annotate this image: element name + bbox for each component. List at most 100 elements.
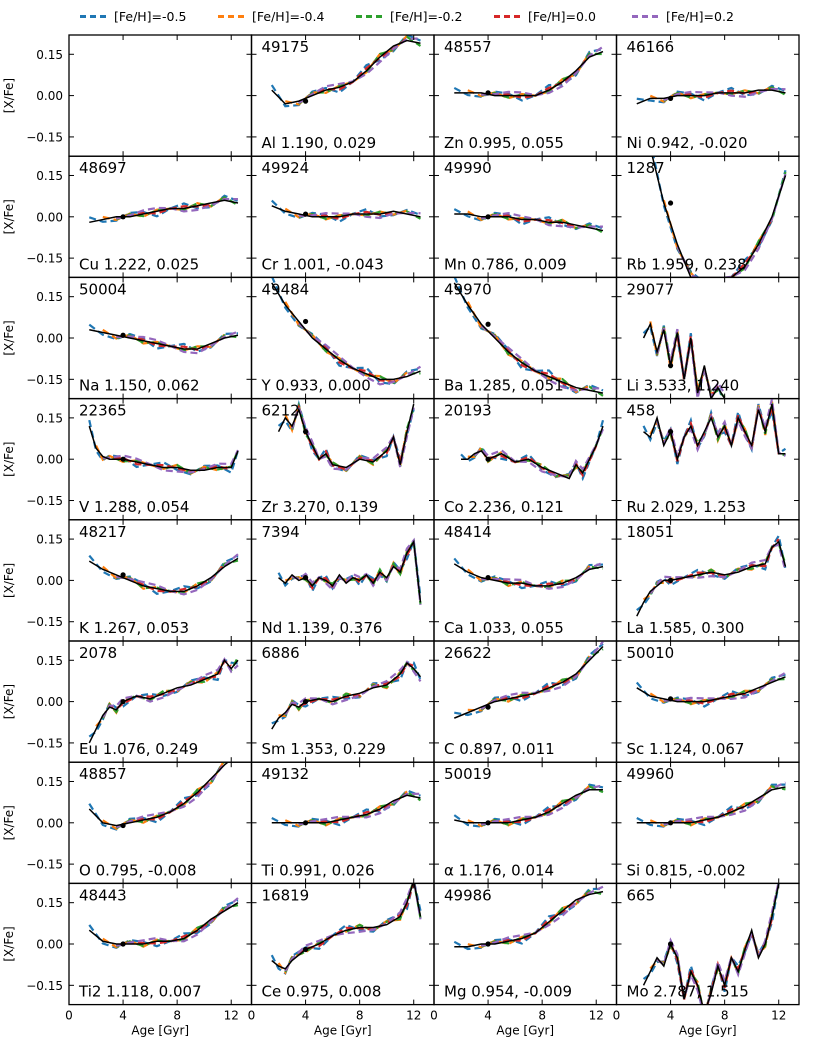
- series-[Fe/H]=-0.5: [88, 323, 239, 353]
- panel-label: Eu 1.076, 0.249: [79, 740, 198, 758]
- panel-16-series: [88, 553, 239, 596]
- y-axis-label: [X/Fe]: [2, 199, 16, 234]
- y-tick-label: 0.15: [36, 411, 63, 425]
- y-axis-label: [X/Fe]: [2, 442, 16, 477]
- x-tick-label: 8: [356, 1009, 364, 1023]
- panel-label: Ca 1.033, 0.055: [444, 619, 564, 637]
- series-mean: [453, 645, 604, 719]
- y-tick-label: 0.00: [36, 89, 63, 103]
- x-axis-label: Age [Gyr]: [679, 1024, 737, 1038]
- panel-count: 2078: [79, 644, 117, 662]
- reference-point: [485, 941, 491, 947]
- panel-count: 50019: [444, 765, 492, 783]
- panel-label: Na 1.150, 0.062: [79, 377, 200, 395]
- series-[Fe/H]=0.2: [298, 792, 421, 826]
- series-[Fe/H]=-0.5: [88, 762, 225, 831]
- series-[Fe/H]=0.0: [481, 891, 591, 947]
- panel-count: 49924: [262, 159, 310, 177]
- x-tick-label: 8: [173, 1009, 181, 1023]
- series-[Fe/H]=0.2: [102, 449, 239, 474]
- panel-14-series: [460, 419, 605, 482]
- series-mean: [454, 50, 604, 97]
- series-[Fe/H]=0.2: [291, 404, 415, 471]
- series-[Fe/H]=0.2: [101, 657, 239, 718]
- legend-item-feh-m02: [Fe/H]=-0.2: [356, 6, 462, 26]
- legend-swatch: [356, 14, 382, 18]
- reference-point: [120, 214, 126, 220]
- panel-label: Ti2 1.118, 0.007: [78, 983, 202, 1001]
- y-tick-label: 0.00: [36, 816, 63, 830]
- panel-label: Nd 1.139, 0.376: [262, 619, 383, 637]
- series-mean: [88, 425, 239, 471]
- y-tick-label: 0.00: [36, 210, 63, 224]
- series-mean: [651, 156, 787, 278]
- panel-5-series: [271, 199, 422, 223]
- panel-19-series: [636, 532, 787, 617]
- reference-point: [120, 332, 126, 338]
- panel-count: 50004: [79, 280, 127, 298]
- series-mean: [89, 199, 239, 224]
- x-tick-label: 12: [224, 1009, 239, 1023]
- panel-label: Sc 1.124, 0.067: [627, 740, 745, 758]
- panel-label: Rb 1.959, 0.238: [627, 255, 747, 273]
- series-[Fe/H]=0.0: [649, 538, 780, 594]
- series-[Fe/H]=0.2: [649, 543, 787, 595]
- y-tick-label: −0.15: [26, 252, 63, 266]
- y-tick-label: −0.15: [26, 615, 63, 629]
- x-tick-label: 4: [302, 1009, 310, 1023]
- y-tick-label: −0.15: [26, 979, 63, 993]
- reference-point: [667, 696, 674, 702]
- series-mean: [642, 322, 726, 399]
- x-tick-label: 8: [721, 1009, 729, 1023]
- reference-point: [120, 822, 126, 829]
- series-[Fe/H]=-0.4: [467, 655, 591, 712]
- y-tick-label: −0.15: [26, 858, 63, 872]
- series-[Fe/H]=-0.5: [454, 643, 604, 717]
- panel-label: Co 2.236, 0.121: [444, 498, 564, 516]
- y-tick-label: 0.15: [36, 290, 63, 304]
- series-[Fe/H]=0.2: [663, 671, 787, 702]
- reference-point: [485, 704, 491, 710]
- reference-point: [667, 820, 674, 826]
- series-mean: [271, 282, 421, 381]
- series-[Fe/H]=0.2: [655, 398, 786, 460]
- y-tick-label: −0.15: [26, 373, 63, 387]
- panel-31-series: [642, 883, 780, 1005]
- legend-swatch: [494, 14, 520, 18]
- y-axis-label: [X/Fe]: [2, 320, 16, 355]
- panel-count: 49175: [262, 38, 310, 56]
- panel-count: 48697: [79, 159, 127, 177]
- legend-item-feh-02: [Fe/H]=0.2: [632, 6, 734, 26]
- panel-count: 22365: [79, 402, 127, 420]
- panel-label: Mg 0.954, -0.009: [444, 983, 572, 1001]
- series-[Fe/H]=0.0: [656, 918, 774, 1005]
- x-axis-label: Age [Gyr]: [496, 1024, 554, 1038]
- panel-17-series: [277, 537, 422, 606]
- reference-point: [485, 456, 491, 462]
- series-mean: [454, 890, 604, 948]
- legend-label: [Fe/H]=0.0: [528, 8, 596, 24]
- y-tick-label: 0.15: [36, 533, 63, 547]
- y-tick-label: 0.15: [36, 654, 63, 668]
- panel-30-series: [453, 885, 604, 951]
- panel-count: 665: [627, 886, 656, 904]
- panel-count: 18051: [627, 523, 675, 541]
- series-[Fe/H]=-0.2: [292, 537, 422, 605]
- reference-point: [485, 90, 491, 96]
- x-tick-label: 4: [484, 1009, 492, 1023]
- panel-8-series: [88, 323, 239, 355]
- panel-label: Ru 2.029, 1.253: [627, 498, 746, 516]
- y-axis-label: [X/Fe]: [2, 684, 16, 719]
- legend-swatch: [80, 14, 106, 18]
- panel-count: 48557: [444, 38, 492, 56]
- y-axis-label: [X/Fe]: [2, 563, 16, 598]
- y-tick-label: 0.15: [36, 169, 63, 183]
- series-[Fe/H]=0.0: [298, 322, 408, 383]
- panel-18-series: [453, 557, 604, 590]
- panel-6-series: [453, 208, 604, 234]
- legend: [Fe/H]=-0.5 [Fe/H]=-0.4 [Fe/H]=-0.2 [Fe/…: [0, 0, 822, 32]
- panel-12-series: [88, 419, 240, 476]
- series-mean: [271, 205, 421, 218]
- x-tick-label: 12: [406, 1009, 421, 1023]
